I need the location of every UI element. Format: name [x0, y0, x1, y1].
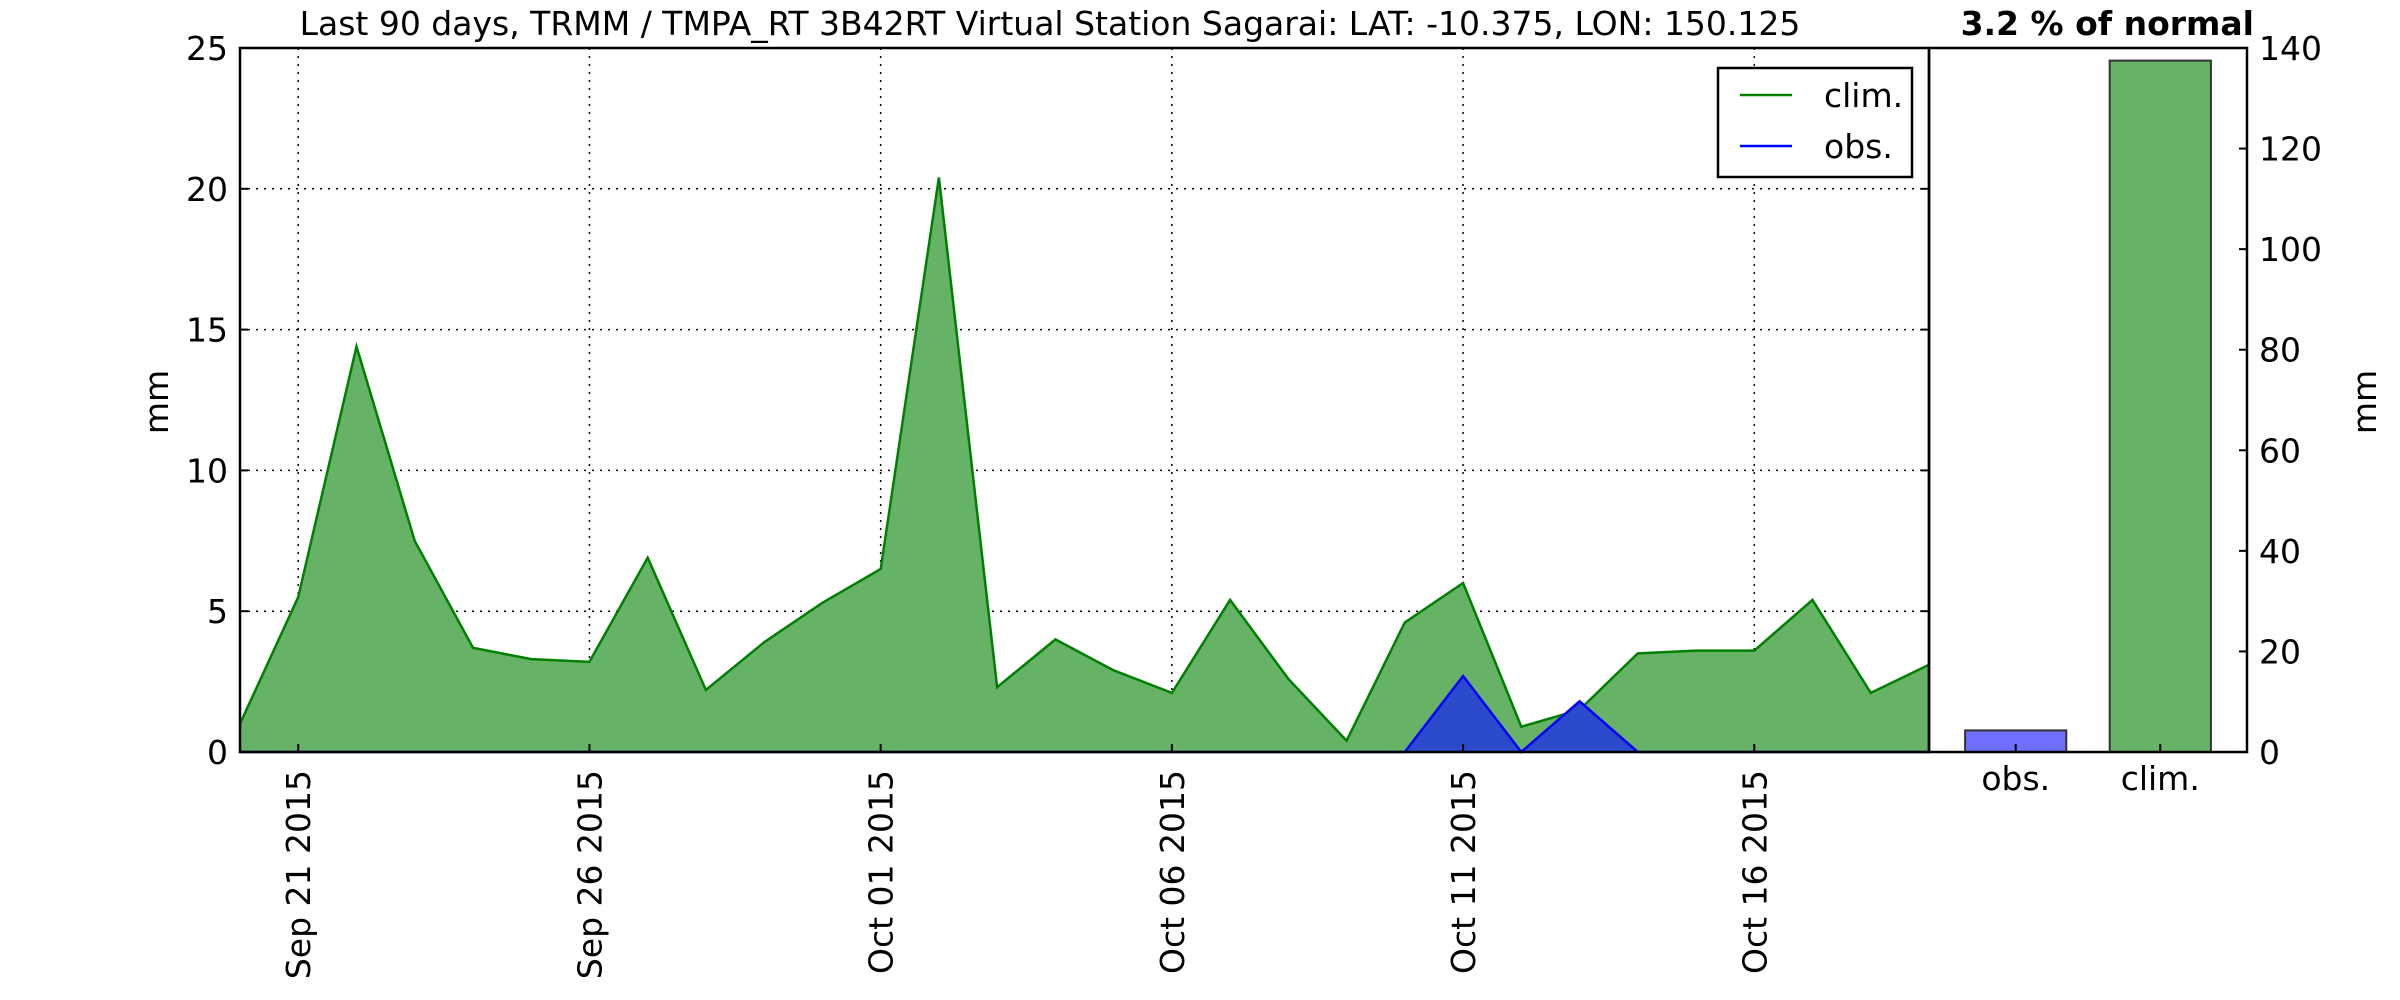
summary-x-tick-label-clim: clim. [2121, 759, 2200, 798]
x-tick-label-oct-06-2015: Oct 06 2015 [1153, 770, 1192, 974]
main-gridlines [240, 48, 1929, 752]
summary-bars [1964, 59, 2212, 754]
point-clim-oct-15-2015 [1696, 650, 1697, 651]
summary-y-tick-label-0: 0 [2259, 733, 2280, 772]
point-clim-oct-09-2015 [1346, 740, 1347, 741]
summary-y-axis-label: mm [2345, 370, 2384, 434]
point-clim-sep-21-2015 [298, 597, 299, 598]
summary-y-tick-label-20: 20 [2259, 632, 2301, 671]
point-clim-oct-07-2015 [1230, 599, 1231, 600]
point-clim-oct-12-2015 [1521, 726, 1522, 727]
summary-y-tick-label-140: 140 [2259, 29, 2322, 68]
summary-x-tick-labels: obs. clim. [1981, 744, 2200, 798]
summary-plot-frame [1927, 46, 2249, 754]
point-clim-sep-26-2015 [589, 661, 590, 662]
summary-y-tick-label-100: 100 [2259, 230, 2322, 269]
point-clim-oct-06-2015 [1171, 692, 1172, 693]
x-tick-label-oct-11-2015: Oct 11 2015 [1444, 770, 1483, 974]
summary-bar-panel: 3.2 % of normal 0 20 40 60 80 100 120 140 obs. c… [1927, 4, 2384, 798]
x-tick-label-oct-16-2015: Oct 16 2015 [1735, 770, 1774, 974]
point-clim-sep-25-2015 [531, 659, 532, 660]
legend-box [1716, 66, 1914, 179]
bar-clim [2108, 59, 2212, 754]
legend-label-clim: clim. [1824, 76, 1903, 115]
series-line-clim [238, 177, 1930, 743]
main-y-axis-label: mm [137, 370, 176, 434]
point-clim-sep-24-2015 [473, 647, 474, 648]
point-clim-sep-28-2015 [705, 690, 706, 691]
point-clim-oct-02-2015 [938, 177, 939, 178]
point-clim-oct-03-2015 [997, 687, 998, 688]
legend: clim. obs. [1716, 66, 1914, 179]
point-clim-sep-27-2015 [647, 557, 648, 558]
y-tick-label-10: 10 [186, 451, 228, 490]
y-tick-label-0: 0 [207, 733, 228, 772]
y-tick-label-25: 25 [186, 29, 228, 68]
point-clim-oct-08-2015 [1288, 678, 1289, 679]
y-tick-label-5: 5 [207, 592, 228, 631]
main-y-tick-labels: 0 5 10 15 20 25 [186, 29, 1929, 772]
x-tick-label-sep-21-2015: Sep 21 2015 [279, 770, 318, 979]
point-obs-oct-13-2015 [1579, 701, 1580, 702]
main-x-tick-labels: Sep 21 2015 Sep 26 2015 Oct 01 2015 Oct 06 … [279, 744, 1774, 979]
point-clim-oct-14-2015 [1637, 653, 1638, 654]
point-clim-sep-30-2015 [822, 602, 823, 603]
y-tick-label-20: 20 [186, 170, 228, 209]
point-clim-oct-05-2015 [1113, 670, 1114, 671]
x-tick-label-sep-26-2015: Sep 26 2015 [570, 770, 609, 979]
point-clim-oct-01-2015 [880, 569, 881, 570]
summary-y-tick-label-120: 120 [2259, 130, 2322, 169]
point-clim-oct-18-2015 [1870, 692, 1871, 693]
summary-y-tick-label-80: 80 [2259, 331, 2301, 370]
point-clim-oct-16-2015 [1754, 650, 1755, 651]
main-plot-frame [238, 46, 1931, 754]
chart-title: Last 90 days, TRMM / TMPA_RT 3B42RT Virt… [300, 4, 1801, 43]
summary-x-tick-label-obs: obs. [1981, 759, 2050, 798]
main-chart-panel: Last 90 days, TRMM / TMPA_RT 3B42RT Virt… [137, 4, 1931, 979]
legend-label-obs: obs. [1824, 127, 1893, 166]
y-tick-label-15: 15 [186, 311, 228, 350]
point-clim-sep-22-2015 [356, 346, 357, 347]
summary-y-tick-label-60: 60 [2259, 431, 2301, 470]
main-series-layer [238, 177, 1930, 754]
point-clim-oct-10-2015 [1404, 622, 1405, 623]
point-clim-oct-11-2015 [1463, 583, 1464, 584]
summary-y-tick-label-40: 40 [2259, 532, 2301, 571]
point-clim-oct-17-2015 [1812, 599, 1813, 600]
x-tick-label-oct-01-2015: Oct 01 2015 [862, 770, 901, 974]
summary-y-tick-labels: 0 20 40 60 80 100 120 140 [2239, 29, 2322, 772]
point-clim-oct-04-2015 [1055, 639, 1056, 640]
percent-of-normal: 3.2 % of normal [1961, 4, 2254, 43]
series-area-clim [240, 177, 1929, 752]
point-clim-sep-29-2015 [764, 642, 765, 643]
point-obs-oct-11-2015 [1463, 676, 1464, 677]
point-clim-sep-23-2015 [414, 540, 415, 541]
